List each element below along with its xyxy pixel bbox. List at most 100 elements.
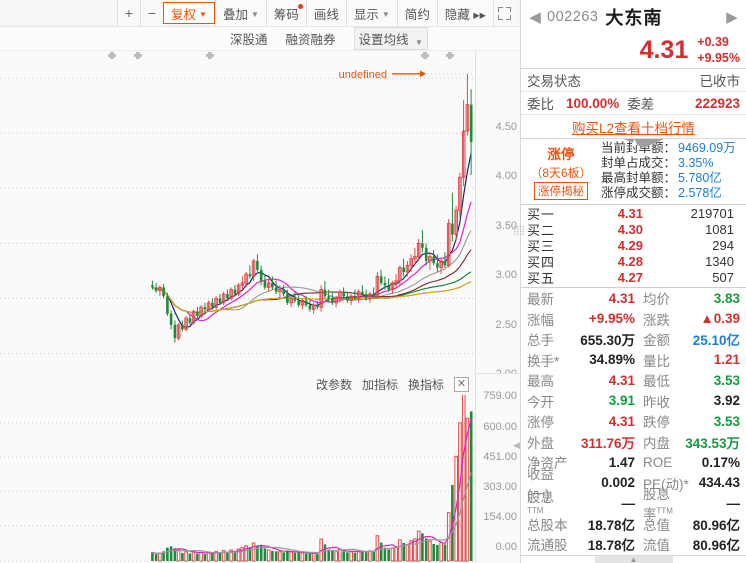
orderbook-volume: 294 — [712, 237, 734, 253]
volume-plot[interactable] — [0, 374, 475, 563]
add-indicator-button[interactable]: 加指标 — [361, 377, 398, 392]
prev-stock-icon[interactable]: ◀ — [529, 8, 541, 26]
display-button[interactable]: 显示 ▼ — [345, 0, 397, 26]
limit-stat-value: 9469.09万 — [678, 141, 736, 155]
kline-plot[interactable]: undefined — [0, 51, 475, 373]
new-badge-dot-icon — [297, 4, 303, 9]
l2-promo-link[interactable]: 购买L2查看十档行情 — [521, 115, 746, 139]
chips-button[interactable]: 筹码 — [265, 0, 306, 26]
simple-mode-button[interactable]: 简约 — [396, 0, 437, 26]
close-indicator-button[interactable]: ✕ — [454, 376, 469, 392]
limit-up-stats: 当前封单额： 9469.09万 封单占成交： 3.35% 最高封单额： 5.78… — [601, 141, 746, 201]
stat-label-right: 金额 — [643, 333, 670, 349]
stat-label-left: 总手 — [527, 333, 554, 349]
collapse-handle[interactable] — [623, 139, 664, 148]
set-ma-button[interactable]: 设置均线 ▼ — [353, 27, 428, 50]
stat-label-right: 流值 — [643, 538, 670, 554]
margin-trading-button[interactable]: 融资融券 — [285, 33, 336, 47]
orderbook-volume: 219701 — [690, 205, 734, 221]
stat-label-left: 涨停 — [527, 415, 554, 431]
limit-up-title: 涨停 — [547, 146, 575, 162]
overlay-button[interactable]: 叠加 ▼ — [214, 0, 266, 26]
limit-stat-label: 最高封单额： — [601, 171, 677, 185]
stat-value-left: — — [621, 495, 636, 511]
stat-label-right: 涨跌 — [643, 312, 670, 328]
next-stock-icon[interactable]: ▶ — [726, 8, 738, 26]
stock-code: 002263 — [547, 8, 599, 25]
stats-grid: 最新 4.31 均价 3.83 涨幅 +9.95% 涨跌 ▲0.39 总手 655.30万 金额 25… — [521, 288, 746, 555]
price-header: 4.31 +0.39 +9.95% — [521, 33, 746, 69]
adjust-price-label: 复权 — [171, 7, 197, 22]
kline-svg: undefined — [0, 52, 475, 354]
chevron-up-icon: ▲ — [629, 554, 638, 563]
stat-label-left: 收益(一) — [527, 466, 554, 502]
orderbook-volume: 1340 — [705, 253, 734, 269]
stat-value-left: 0.002 — [601, 475, 635, 491]
orderbook-price: 4.30 — [617, 221, 643, 237]
order-ratio-label: 委比 — [527, 97, 554, 112]
orderbook-row: 买三 4.29 294 — [521, 237, 746, 254]
stats-row: 总手 655.30万 金额 25.10亿 — [521, 329, 746, 350]
stats-row: 净资产 1.47 ROE 0.17% — [521, 452, 746, 473]
stat-value-right: 434.43 — [698, 475, 740, 491]
volume-panel[interactable]: 759.00 600.00 451.00 303.00 154.00 0.00 … — [0, 373, 520, 563]
stat-value-right: 25.10亿 — [692, 333, 740, 349]
stat-value-left: 655.30万 — [580, 333, 635, 349]
volume-scroll-grip[interactable]: ◀ — [513, 440, 520, 450]
stats-row: 涨幅 +9.95% 涨跌 ▲0.39 — [521, 309, 746, 330]
stat-label-left: 外盘 — [527, 435, 554, 451]
orderbook-row: 买二 4.30 1081 — [521, 221, 746, 238]
l2-promo-label: 购买L2查看十档行情 — [571, 120, 696, 136]
chart-area: + − 复权 ▼ 叠加 ▼ 筹码 画线 显示 ▼ 简约 隐藏 ▸▸ — [0, 0, 525, 563]
event-marker-icon — [446, 52, 454, 59]
stats-row: 今开 3.91 昨收 3.92 — [521, 391, 746, 412]
draw-line-button[interactable]: 画线 — [305, 0, 346, 26]
stat-value-left: 3.91 — [608, 393, 635, 409]
orderbook-level: 买三 — [527, 238, 556, 254]
stat-value-right: 80.96亿 — [692, 517, 740, 533]
order-ratio-row: 委比 100.00% 委差 222923 — [521, 92, 746, 115]
order-ratio-value: 100.00% — [566, 95, 620, 111]
stat-label-right: ROE — [643, 454, 673, 470]
price-tick: 2.50 — [495, 319, 517, 331]
kline-panel[interactable]: undefined 4.50 4.00 3.50 3.00 2.50 2.00 … — [0, 51, 525, 380]
trading-status-row: 交易状态 已收市 — [521, 69, 746, 92]
stat-value-right: ▲0.39 — [700, 311, 740, 327]
trading-status-value: 已收市 — [699, 74, 741, 89]
stat-value-right: 80.96亿 — [692, 538, 740, 554]
limit-stat-label: 封单占成交： — [601, 156, 677, 170]
stat-label-right: 昨收 — [643, 394, 670, 410]
orderbook-level: 买四 — [527, 254, 556, 270]
stat-label-left: 最高 — [527, 374, 554, 390]
fullscreen-button[interactable] — [492, 0, 516, 26]
switch-indicator-button[interactable]: 换指标 — [407, 377, 444, 392]
chart-canvas-wrap[interactable]: undefined 4.50 4.00 3.50 3.00 2.50 2.00 … — [0, 51, 525, 563]
stats-row: 涨停 4.31 跌停 3.53 — [521, 411, 746, 432]
adjust-price-button[interactable]: 复权 ▼ — [163, 2, 215, 24]
stat-label-right: 总值 — [643, 517, 670, 533]
stats-row: 最新 4.31 均价 3.83 — [521, 288, 746, 309]
volume-tick: 759.00 — [483, 390, 517, 402]
set-ma-label: 设置均线 — [358, 33, 409, 47]
zoom-out-button[interactable]: − — [140, 0, 163, 26]
stat-value-right: 343.53万 — [685, 435, 740, 451]
fullscreen-icon — [498, 6, 512, 20]
hide-button[interactable]: 隐藏 ▸▸ — [436, 0, 493, 26]
price-tick: 3.00 — [495, 269, 517, 281]
change-params-button[interactable]: 改参数 — [315, 377, 352, 392]
volume-tick: 303.00 — [483, 481, 517, 493]
orderbook-volume: 1081 — [705, 221, 734, 237]
stat-value-left: 1.47 — [608, 454, 635, 470]
stat-value-left: 311.76万 — [580, 435, 635, 451]
chart-toolbar: + − 复权 ▼ 叠加 ▼ 筹码 画线 显示 ▼ 简约 隐藏 ▸▸ — [0, 0, 520, 27]
vertical-scroll-grip[interactable]: ⣿⣿ — [513, 225, 525, 235]
limit-up-detail-button[interactable]: 涨停揭秘 — [534, 181, 588, 200]
current-price: 4.31 — [639, 36, 689, 64]
panel-resize-handle[interactable]: ▲ — [521, 554, 746, 563]
stat-label-left: 净资产 — [527, 456, 568, 472]
limit-up-box: ▲ 涨停 （8天6板） 涨停揭秘 当前封单额： 9469.09万 封单占成交： … — [521, 138, 746, 205]
zoom-in-button[interactable]: + — [117, 0, 140, 26]
quote-panel: ◀ 002263 大东南 ▶ 4.31 +0.39 +9.95% 交易状态 已收… — [520, 0, 746, 563]
limit-stat-value: 5.780亿 — [678, 171, 722, 185]
shenzhen-connect-button[interactable]: 深股通 — [230, 33, 268, 47]
